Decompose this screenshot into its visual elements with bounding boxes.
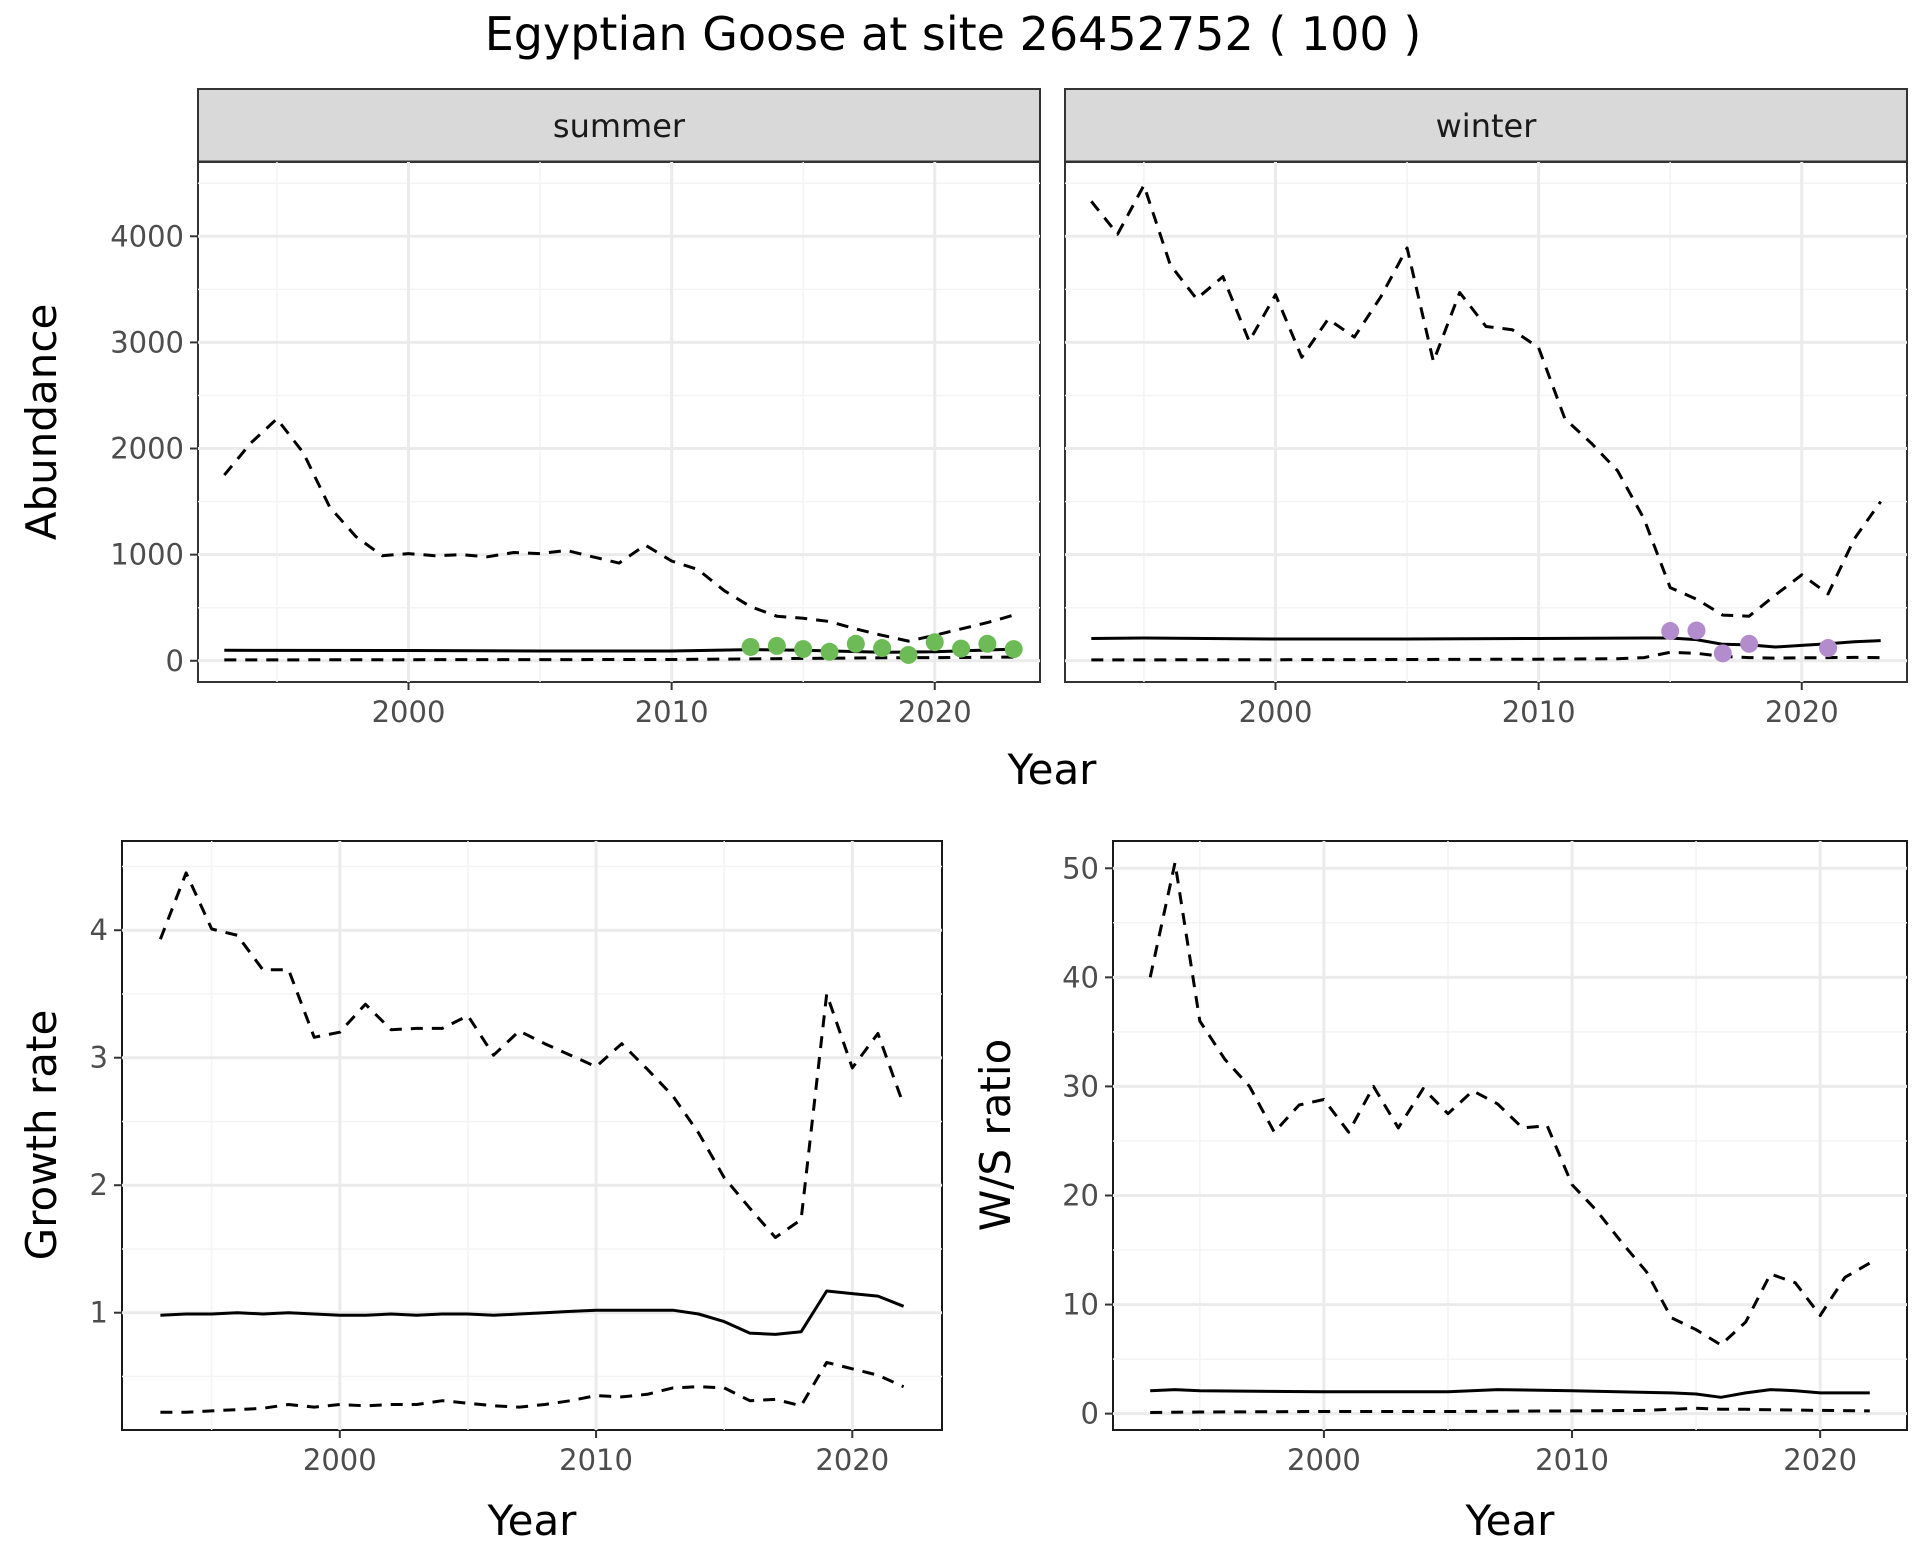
plot-ws-ratio: 2000 2010 2020 0 10 20 30 40 50 [1062, 841, 1907, 1477]
x-tick-label: 2020 [815, 1443, 889, 1477]
x-tick-label: 2010 [559, 1443, 633, 1477]
data-point [846, 634, 865, 653]
y-tick-label: 30 [1062, 1069, 1099, 1103]
plot-area-summer [197, 161, 1041, 683]
x-tick-label: 2010 [635, 695, 709, 729]
x-tick-label: 2000 [1239, 695, 1313, 729]
y-tick-label: 2 [90, 1168, 108, 1202]
data-point [1713, 644, 1732, 663]
data-point [1004, 640, 1023, 659]
x-tick-label: 2020 [1765, 695, 1839, 729]
strip-summer-label: summer [553, 107, 686, 145]
strip-winter [1064, 88, 1908, 163]
figure-title: Egyptian Goose at site 26452752 ( 100 ) [485, 7, 1422, 61]
data-point [899, 645, 918, 664]
series-line-bound [159, 871, 906, 1239]
y-tick-label: 0 [166, 644, 184, 678]
series-line-mean [1150, 1388, 1870, 1399]
y-tick-label: 3000 [110, 325, 184, 359]
plot-area-growth-rate [121, 840, 943, 1431]
data-point [741, 637, 760, 656]
series-line-bound [1090, 183, 1882, 618]
y-tick-label: 1 [90, 1296, 108, 1330]
series-line-bound [1091, 650, 1881, 662]
plot-growth-rate: 2000 2010 2020 1 2 3 4 [90, 841, 942, 1477]
x-tick-label: 2010 [1502, 695, 1576, 729]
series-line-bound [224, 655, 1014, 662]
series-line-mean [1091, 636, 1881, 649]
x-tick-label: 2000 [303, 1443, 377, 1477]
y-axis-title-abundance: Abundance [17, 304, 66, 541]
y-tick-label: 1000 [110, 538, 184, 572]
y-tick-label: 3 [90, 1041, 108, 1075]
data-point [767, 636, 786, 655]
data-point [1687, 621, 1706, 640]
data-point [1661, 622, 1680, 641]
major-gridlines [1113, 841, 1907, 1430]
y-tick-label: 50 [1062, 851, 1099, 885]
minor-gridlines [1113, 841, 1907, 1430]
x-tick-label: 2020 [898, 695, 972, 729]
x-tick-label: 2000 [1287, 1443, 1361, 1477]
data-point [952, 639, 971, 658]
x-axis-title-ws-ratio: Year [1465, 1496, 1556, 1545]
strip-summer [197, 88, 1041, 163]
y-tick-label: 2000 [110, 432, 184, 466]
series-line-bound [1148, 861, 1871, 1347]
panel-winter: winter 2000 2010 2020 [1064, 88, 1908, 729]
x-tick-label: 2010 [1535, 1443, 1609, 1477]
x-tick-label: 2020 [1783, 1443, 1857, 1477]
panel-summer: summer 2000 2010 2020 0 1000 2000 3000 4000 Abu… [17, 88, 1041, 729]
series-line-bound [1150, 1406, 1870, 1414]
x-axis-title-growth-rate: Year [487, 1496, 578, 1545]
y-tick-label: 40 [1062, 960, 1099, 994]
panel-growth-rate: 2000 2010 2020 1 2 3 4 Growth rate Year [17, 840, 943, 1545]
data-point [1740, 634, 1759, 653]
y-tick-label: 4 [90, 913, 108, 947]
data-point [925, 633, 944, 652]
data-point [978, 634, 997, 653]
major-gridlines [1065, 162, 1907, 682]
data-point [1819, 639, 1838, 658]
minor-gridlines [1065, 162, 1907, 682]
series-line-mean [160, 1289, 905, 1336]
y-tick-label: 10 [1062, 1288, 1099, 1322]
y-axis-title-ws-ratio: W/S ratio [971, 1039, 1020, 1232]
y-axis-title-growth-rate: Growth rate [17, 1010, 66, 1261]
data-point [873, 639, 892, 658]
minor-gridlines [122, 841, 942, 1430]
y-tick-label: 4000 [110, 219, 184, 253]
panel-ws-ratio: 2000 2010 2020 0 10 20 30 40 50 W/S ratio Year [971, 840, 1908, 1545]
plot-summer: 2000 2010 2020 0 1000 2000 3000 4000 [110, 162, 1040, 729]
strip-winter-label: winter [1436, 107, 1538, 145]
data-point [794, 640, 813, 659]
plot-winter: 2000 2010 2020 [1065, 162, 1907, 729]
minor-gridlines [198, 162, 1040, 682]
y-tick-label: 0 [1081, 1397, 1099, 1431]
plot-area-winter [1064, 161, 1908, 683]
x-tick-label: 2000 [372, 695, 446, 729]
y-tick-label: 20 [1062, 1178, 1099, 1212]
data-point [820, 642, 839, 661]
series-line-bound [223, 417, 1015, 643]
plot-area-ws-ratio [1112, 840, 1908, 1431]
x-axis-title-top: Year [1007, 745, 1098, 794]
